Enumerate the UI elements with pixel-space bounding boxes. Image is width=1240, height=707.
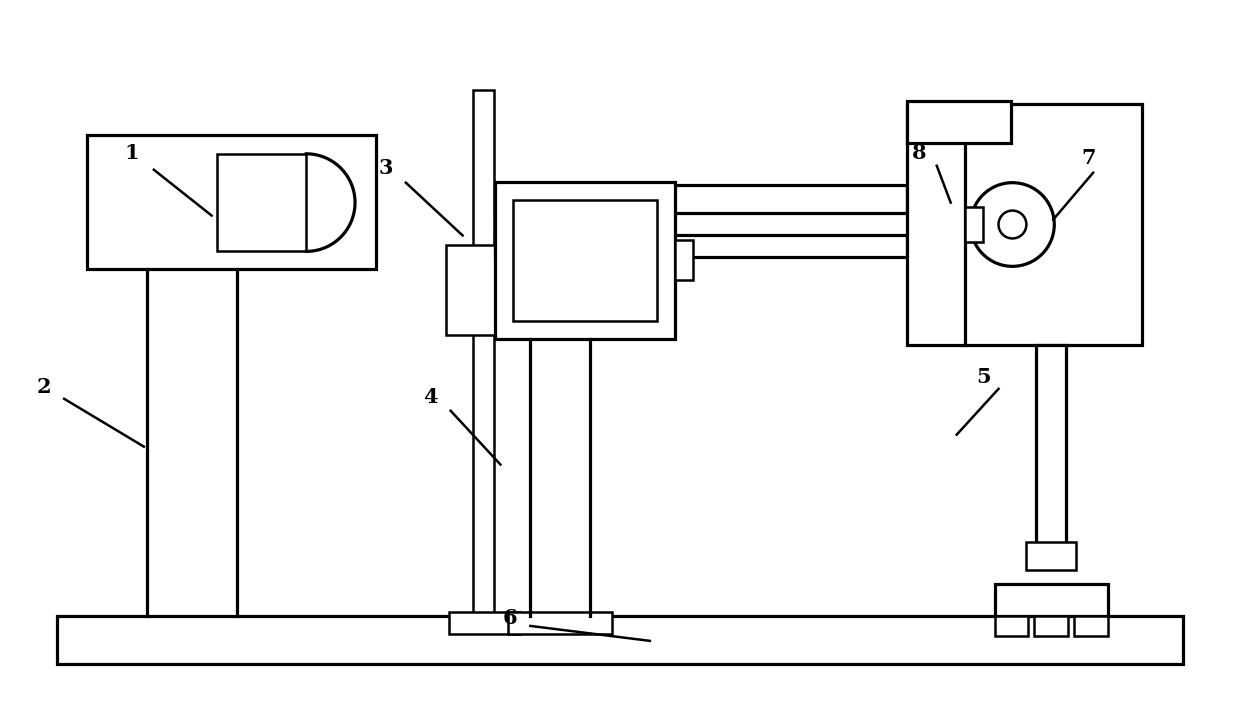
Text: 5: 5: [976, 367, 991, 387]
Bar: [1074, 616, 1109, 636]
Bar: [1034, 616, 1068, 636]
Bar: [472, 90, 495, 616]
Bar: [675, 240, 693, 280]
Bar: [496, 235, 906, 257]
Bar: [1037, 345, 1066, 548]
Text: 7: 7: [1081, 148, 1095, 168]
Bar: [87, 135, 376, 269]
Bar: [496, 182, 675, 339]
Bar: [994, 616, 1028, 636]
Text: 6: 6: [503, 608, 518, 628]
Bar: [961, 104, 1142, 345]
Text: 4: 4: [423, 387, 438, 407]
Bar: [965, 206, 982, 243]
Bar: [906, 104, 965, 345]
Bar: [508, 612, 613, 634]
Bar: [906, 101, 1012, 143]
Bar: [513, 199, 657, 321]
Bar: [445, 245, 497, 335]
Text: 2: 2: [37, 377, 52, 397]
Text: 8: 8: [911, 143, 926, 163]
Text: 1: 1: [124, 143, 139, 163]
Text: 3: 3: [378, 158, 393, 177]
Bar: [57, 616, 1183, 664]
Bar: [994, 584, 1109, 616]
Bar: [1027, 542, 1076, 570]
Bar: [449, 612, 521, 634]
Bar: [217, 154, 306, 252]
Bar: [496, 185, 906, 213]
